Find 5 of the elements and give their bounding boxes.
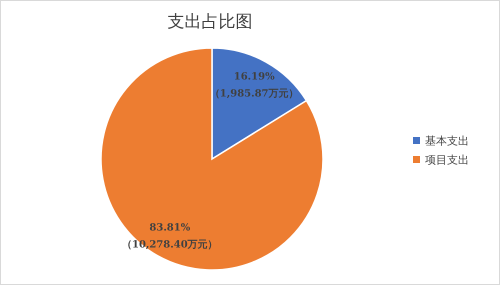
data-label: 16.19% （1,985.87万元） [210,71,299,100]
pie-slice [100,47,324,271]
legend-label: 基本支出 [425,134,469,148]
chart-title: 支出占比图 [168,12,252,32]
legend-label: 项目支出 [425,154,469,166]
